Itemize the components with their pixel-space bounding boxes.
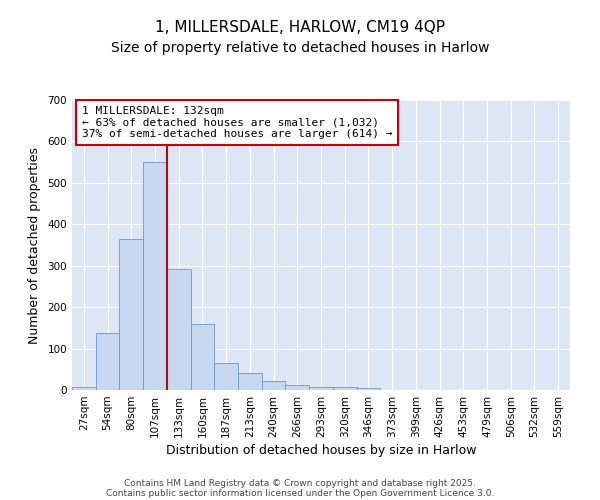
Text: Size of property relative to detached houses in Harlow: Size of property relative to detached ho… <box>111 41 489 55</box>
Bar <box>96 333 119 390</box>
Text: Contains public sector information licensed under the Open Government Licence 3.: Contains public sector information licen… <box>106 488 494 498</box>
Bar <box>309 386 333 390</box>
Y-axis label: Number of detached properties: Number of detached properties <box>28 146 41 344</box>
Bar <box>143 162 167 390</box>
Bar <box>356 388 380 390</box>
Bar <box>72 386 96 390</box>
Bar <box>286 384 309 390</box>
Text: Contains HM Land Registry data © Crown copyright and database right 2025.: Contains HM Land Registry data © Crown c… <box>124 478 476 488</box>
Bar <box>167 268 191 390</box>
Bar <box>238 374 262 390</box>
Bar <box>262 381 286 390</box>
Text: 1, MILLERSDALE, HARLOW, CM19 4QP: 1, MILLERSDALE, HARLOW, CM19 4QP <box>155 20 445 35</box>
Text: 1 MILLERSDALE: 132sqm
← 63% of detached houses are smaller (1,032)
37% of semi-d: 1 MILLERSDALE: 132sqm ← 63% of detached … <box>82 106 392 139</box>
Bar <box>333 387 356 390</box>
Bar <box>214 363 238 390</box>
X-axis label: Distribution of detached houses by size in Harlow: Distribution of detached houses by size … <box>166 444 476 457</box>
Bar <box>191 324 214 390</box>
Bar <box>119 239 143 390</box>
